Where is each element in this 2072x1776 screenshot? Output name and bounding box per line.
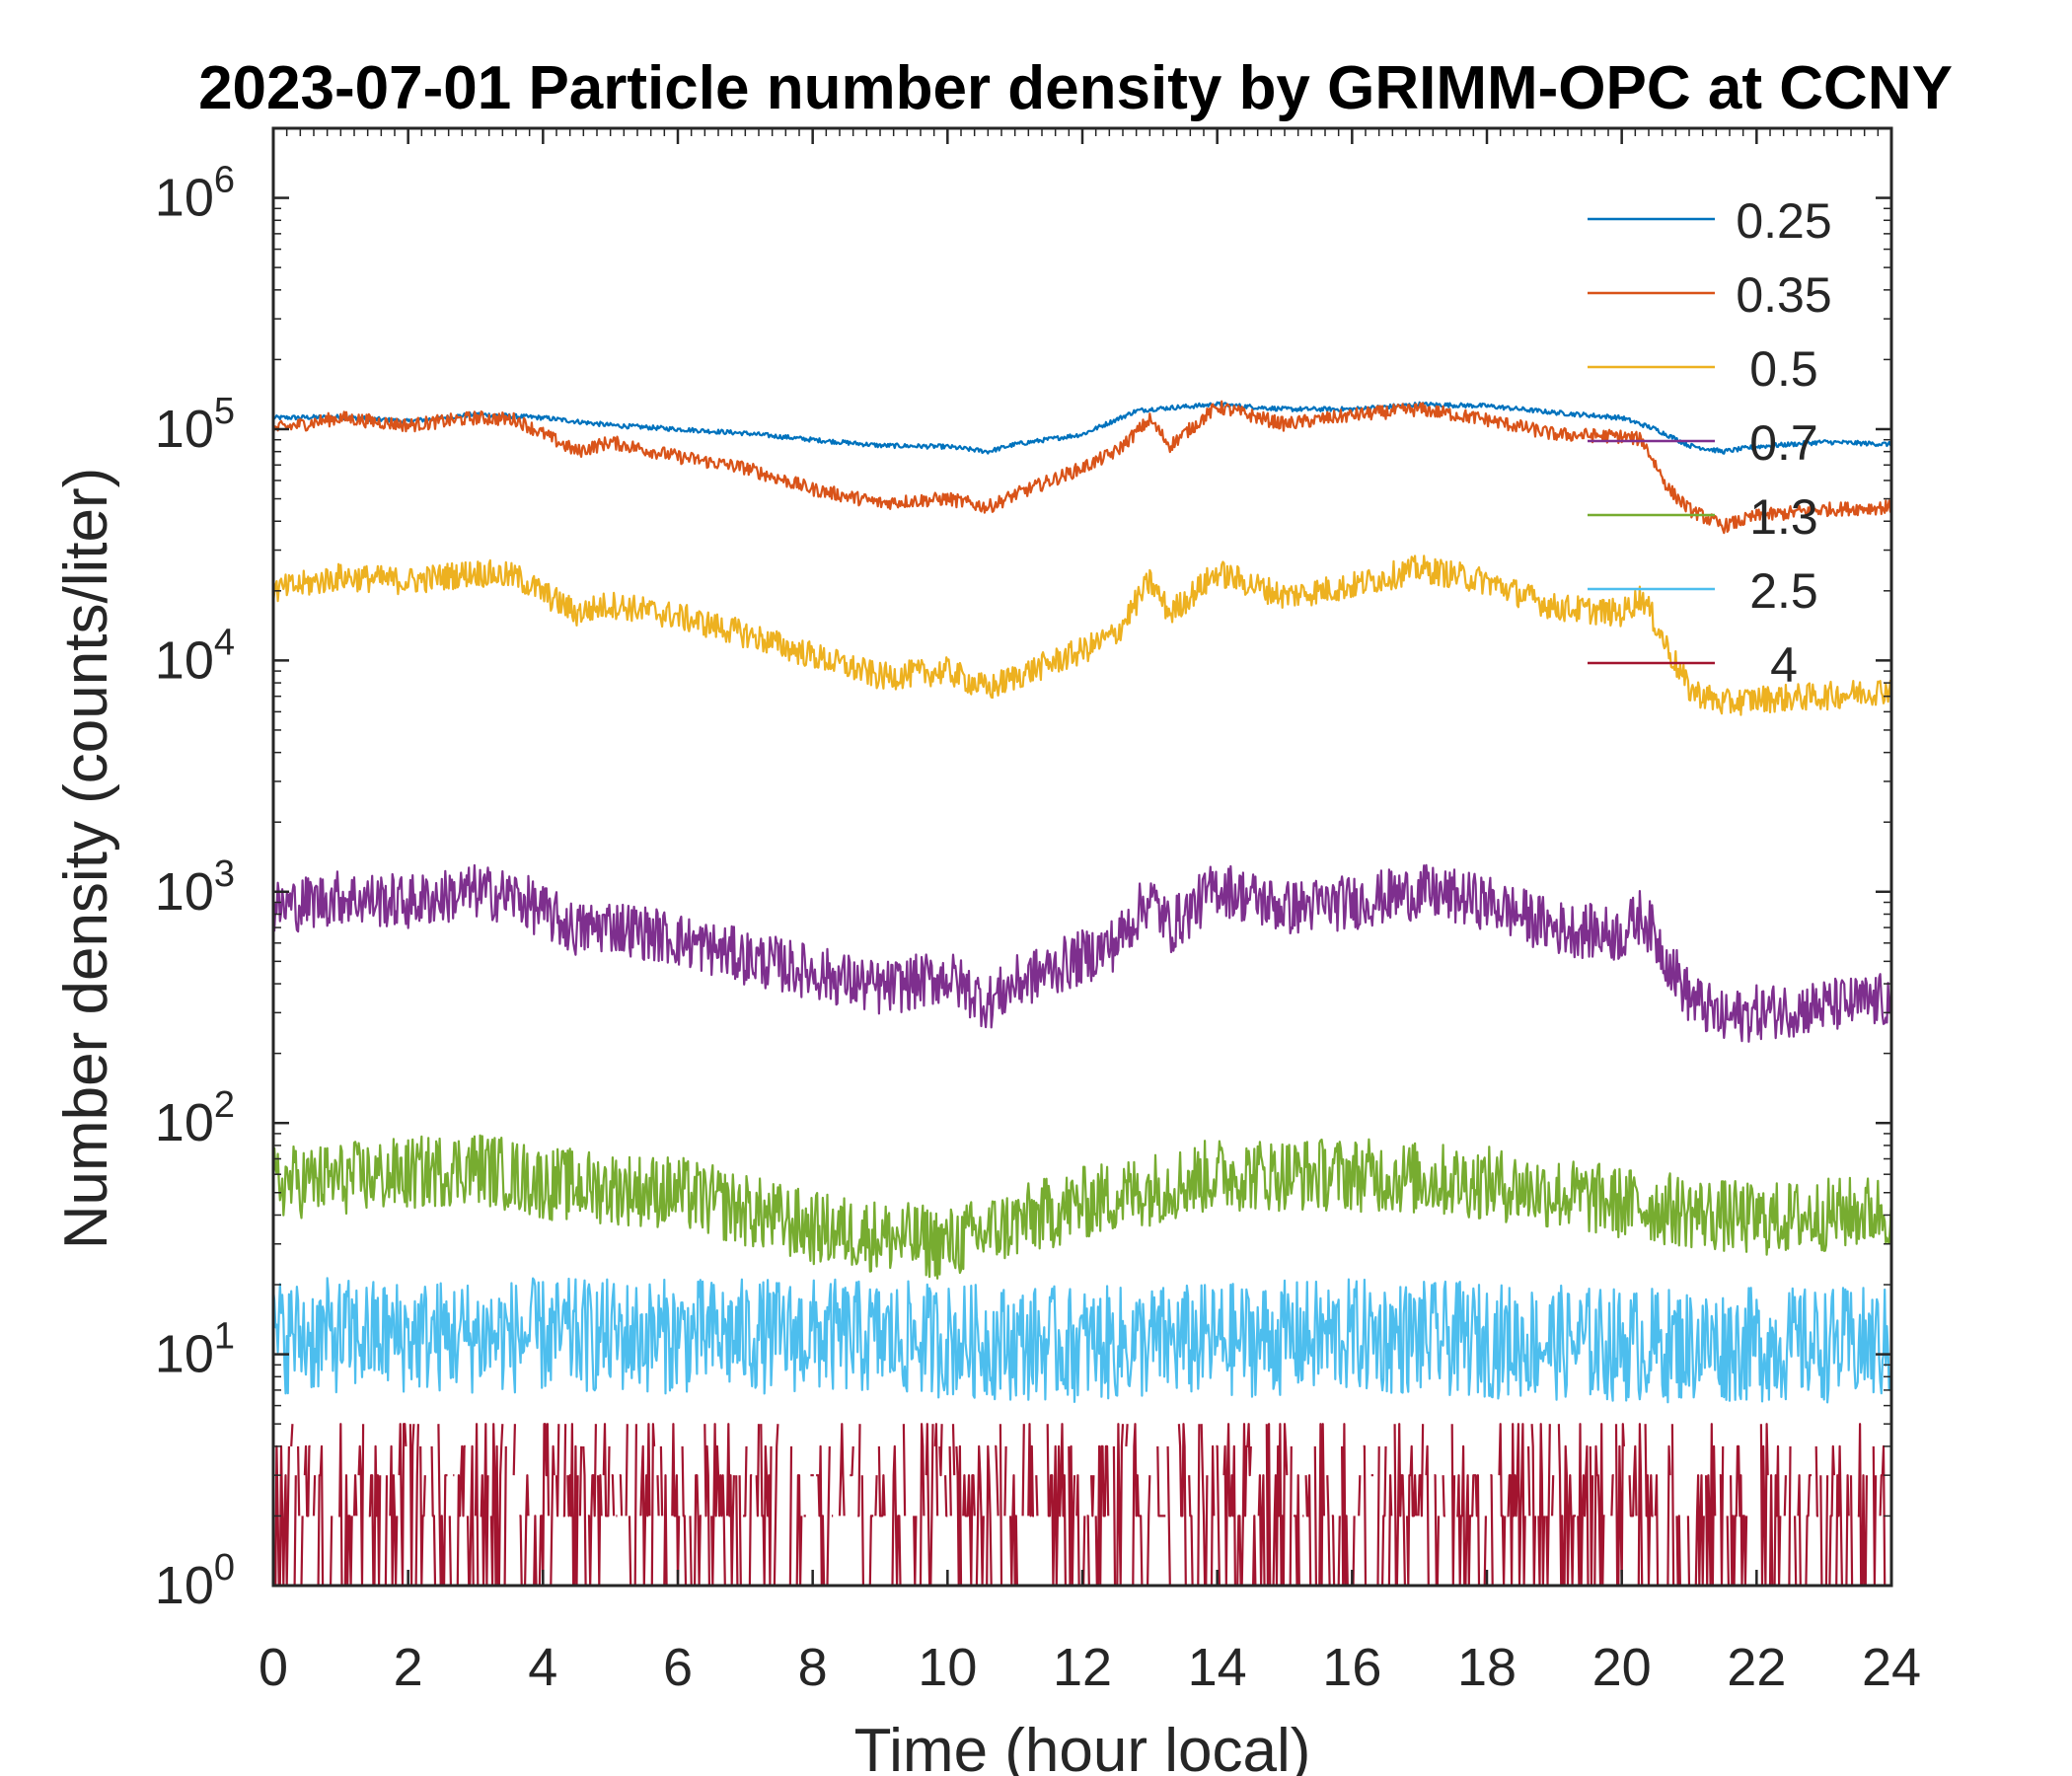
series-line-5	[271, 1277, 1893, 1404]
x-tick-label: 2	[394, 1638, 423, 1697]
y-axis-label: Number density (counts/liter)	[52, 468, 120, 1250]
legend-label: 0.5	[1749, 341, 1818, 397]
x-tick-label: 22	[1727, 1638, 1786, 1697]
legend-label: 1.3	[1749, 489, 1818, 545]
x-tick-label: 24	[1862, 1638, 1921, 1697]
y-tick-label: 100	[155, 1547, 235, 1615]
legend-label: 2.5	[1749, 563, 1818, 619]
x-tick-label: 10	[918, 1638, 977, 1697]
x-tick-label: 6	[663, 1638, 693, 1697]
y-tick-label: 101	[155, 1316, 235, 1384]
y-tick-label: 106	[155, 160, 235, 228]
plot-frame	[271, 126, 1893, 1588]
x-tick-label: 14	[1188, 1638, 1247, 1697]
y-tick-label: 105	[155, 391, 235, 459]
legend: 0.25 0.35 0.5 0.7 1.3 2.5 4	[1588, 193, 1832, 693]
y-tick-label: 103	[155, 853, 235, 922]
x-tick-label: 0	[259, 1638, 288, 1697]
x-tick-label: 18	[1457, 1638, 1517, 1697]
series-line-2	[271, 555, 1893, 716]
x-tick-label: 12	[1053, 1638, 1112, 1697]
y-tick-label: 102	[155, 1084, 235, 1152]
series-line-4	[271, 1134, 1893, 1280]
legend-label: 0.25	[1736, 193, 1831, 249]
y-tick-labels: 100 101 102 103 104 105 106	[155, 160, 235, 1615]
x-tick-label: 20	[1592, 1638, 1652, 1697]
y-tick-label: 104	[155, 622, 235, 690]
legend-label: 0.7	[1749, 415, 1818, 471]
x-tick-label: 8	[798, 1638, 828, 1697]
series-line-3	[271, 863, 1893, 1043]
x-axis-label: Time (hour local)	[854, 1717, 1311, 1776]
x-tick-labels: 0 2 4 6 8 10 12 14 16 18 20 22 24	[259, 1638, 1921, 1697]
series-line-0	[272, 401, 1892, 455]
x-tick-label: 4	[528, 1638, 557, 1697]
legend-label: 4	[1770, 637, 1798, 693]
chart-title: 2023-07-01 Particle number density by GR…	[198, 54, 1953, 122]
legend-label: 0.35	[1736, 267, 1831, 323]
series-layer	[271, 400, 1893, 1588]
x-tick-label: 16	[1322, 1638, 1381, 1697]
